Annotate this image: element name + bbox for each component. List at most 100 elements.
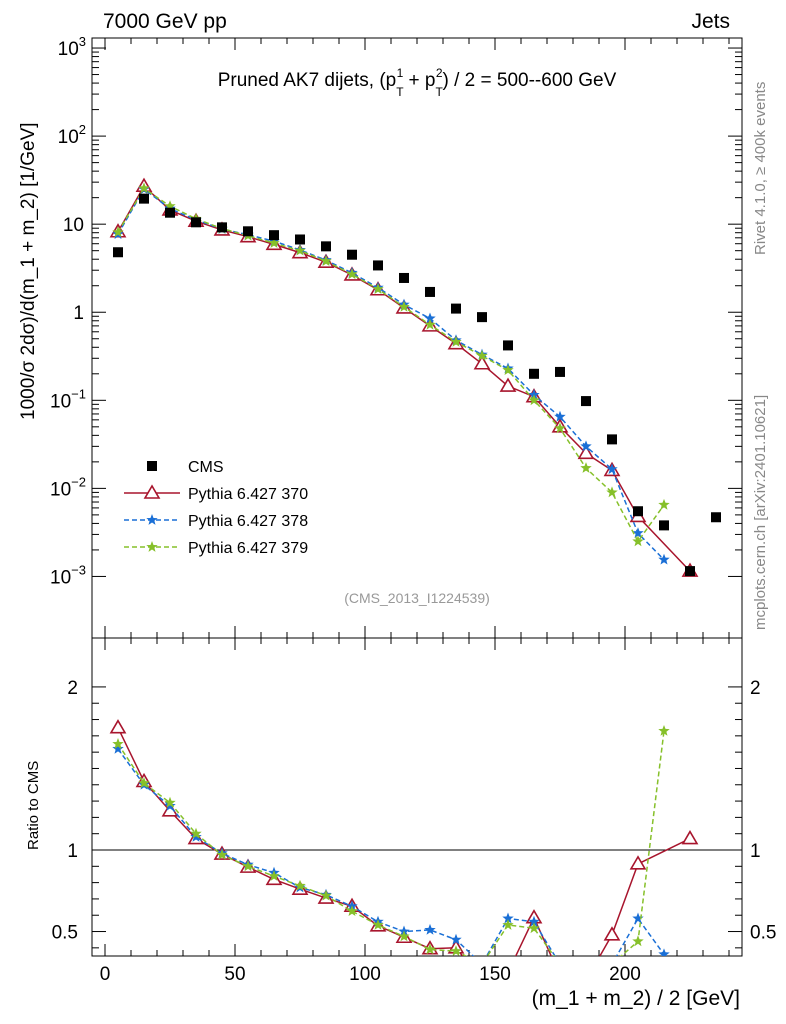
- ratio-ylabel: Ratio to CMS: [25, 761, 42, 850]
- main-point-cms: [529, 368, 539, 379]
- ratio-xtick-label: 0: [100, 964, 111, 985]
- ratio-point-pythia-6-427-378: [164, 800, 176, 811]
- legend-label-pythia-6-427-370: Pythia 6.427 370: [188, 486, 308, 503]
- main-point-pythia-6-427-379: [554, 422, 566, 434]
- main-ytick-label: 10−3: [50, 562, 86, 588]
- legend-label-cms: CMS: [188, 459, 224, 476]
- main-point-cms: [347, 249, 357, 260]
- ratio-point-pythia-6-427-378: [502, 912, 514, 924]
- legend-marker-pythia-6-427-370: [143, 484, 161, 499]
- ratio-point-pythia-6-427-379: [112, 738, 124, 749]
- main-point-pythia-6-427-379: [658, 498, 670, 510]
- legend-marker-pythia-6-427-378: [146, 514, 158, 525]
- legend-marker-pythia-6-427-379: [146, 541, 158, 552]
- main-line-pythia-6-427-379: [117, 187, 665, 543]
- ratio-ytick-label-right: 2: [750, 678, 761, 699]
- ratio-point-pythia-6-427-370: [579, 973, 593, 985]
- ratio-ytick-label-right: 1: [750, 841, 761, 862]
- legend: CMS Pythia 6.427 370 Pythia 6.427 378 Pythi…: [124, 459, 308, 557]
- main-ylabel: 1000/σ 2dσ)/d(m_1 + m_2) [1/GeV]: [18, 122, 39, 420]
- ratio-point-pythia-6-427-379: [164, 796, 176, 808]
- main-point-pythia-6-427-370: [499, 377, 517, 392]
- ratio-ytick-label-right: 0.5: [750, 923, 776, 944]
- ratio-point-pythia-6-427-379: [450, 945, 462, 956]
- ratio-point-pythia-6-427-379: [632, 935, 644, 947]
- main-point-cms: [685, 566, 695, 577]
- main-ytick-label: 10: [63, 215, 84, 236]
- ratio-point-pythia-6-427-378: [554, 958, 565, 969]
- ratio-point-pythia-6-427-379: [190, 827, 202, 839]
- ratio-point-pythia-6-427-379: [294, 879, 306, 891]
- ratio-point-pythia-6-427-379: [372, 919, 384, 930]
- ratio-point-pythia-6-427-379: [216, 848, 228, 860]
- ratio-point-pythia-6-427-378: [112, 742, 124, 754]
- analysis-watermark: (CMS_2013_I1224539): [344, 590, 490, 606]
- main-series-group: [109, 177, 721, 577]
- main-point-cms: [191, 217, 201, 228]
- ratio-series-group: [109, 719, 699, 985]
- ratio-point-pythia-6-427-378: [528, 915, 540, 927]
- ratio-point-pythia-6-427-370: [109, 719, 127, 734]
- main-point-cms: [555, 366, 565, 377]
- main-point-cms: [139, 193, 149, 204]
- header-right: Jets: [691, 10, 730, 33]
- ratio-point-pythia-6-427-379: [658, 725, 670, 736]
- rivet-version: Rivet 4.1.0, ≥ 400k events: [752, 82, 769, 255]
- main-ytick-label: 103: [58, 34, 86, 60]
- main-point-cms: [659, 520, 669, 531]
- ratio-point-pythia-6-427-379: [320, 889, 332, 901]
- main-point-pythia-6-427-379: [632, 535, 644, 547]
- ratio-point-pythia-6-427-370: [681, 829, 699, 845]
- ratio-point-pythia-6-427-379: [528, 922, 540, 934]
- mcplots-credit: mcplots.cern.ch [arXiv:2401.10621]: [752, 395, 769, 630]
- ratio-point-pythia-6-427-379: [268, 870, 280, 881]
- ratio-point-pythia-6-427-379: [138, 777, 150, 788]
- main-point-pythia-6-427-379: [346, 268, 358, 280]
- main-ytick-label: 102: [58, 122, 86, 148]
- main-point-pythia-6-427-378: [424, 312, 436, 324]
- ratio-xtick-label: 150: [479, 964, 511, 985]
- ratio-line-pythia-6-427-379: [117, 730, 665, 956]
- main-title: Pruned AK7 dijets, (pT1 + pT2) / 2 = 500…: [218, 66, 617, 99]
- ratio-point-pythia-6-427-378: [190, 831, 202, 842]
- ratio-ytick-label: 0.5: [52, 923, 78, 944]
- legend-marker-cms: [147, 461, 157, 471]
- main-line-pythia-6-427-378: [117, 187, 665, 561]
- main-point-pythia-6-427-379: [372, 283, 384, 294]
- ratio-point-pythia-6-427-379: [554, 958, 565, 969]
- ratio-point-pythia-6-427-379: [424, 943, 436, 955]
- ratio-point-pythia-6-427-379: [580, 958, 591, 969]
- main-point-cms: [425, 286, 435, 297]
- main-point-cms: [217, 222, 227, 233]
- header-left: 7000 GeV pp: [103, 10, 227, 33]
- main-point-cms: [607, 434, 617, 445]
- main-point-cms: [477, 312, 487, 323]
- main-point-cms: [581, 396, 591, 407]
- ratio-xtick-label: 50: [224, 964, 245, 985]
- main-point-cms: [503, 340, 513, 351]
- main-point-pythia-6-427-378: [580, 440, 592, 452]
- main-point-pythia-6-427-379: [450, 335, 462, 347]
- main-point-pythia-6-427-378: [658, 553, 670, 565]
- main-point-cms: [113, 247, 123, 258]
- ratio-point-pythia-6-427-370: [553, 969, 567, 981]
- ratio-point-pythia-6-427-378: [424, 923, 436, 935]
- ratio-point-pythia-6-427-378: [632, 912, 644, 924]
- main-point-cms: [451, 303, 461, 314]
- ratio-ytick-label: 2: [67, 678, 78, 699]
- main-point-pythia-6-427-379: [528, 394, 540, 406]
- main-point-pythia-6-427-378: [606, 463, 618, 475]
- ratio-point-pythia-6-427-378: [580, 958, 591, 969]
- ratio-xtick-label: 100: [349, 964, 381, 985]
- ratio-point-pythia-6-427-379: [398, 930, 410, 942]
- ratio-point-pythia-6-427-379: [242, 860, 254, 872]
- ratio-frame: [91, 637, 743, 957]
- main-point-pythia-6-427-379: [164, 200, 176, 211]
- main-point-cms: [373, 260, 383, 271]
- main-point-pythia-6-427-379: [268, 237, 280, 248]
- main-ytick-label: 10−2: [50, 474, 86, 500]
- main-point-cms: [633, 506, 643, 517]
- main-point-pythia-6-427-378: [554, 410, 566, 422]
- main-ytick-label: 10−1: [50, 386, 86, 412]
